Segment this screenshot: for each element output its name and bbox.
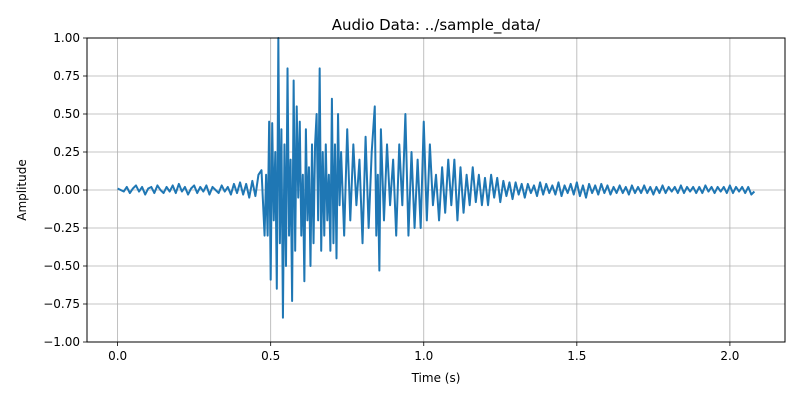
- chart-title: Audio Data: ../sample_data/: [332, 16, 541, 35]
- y-tick-label: 0.00: [53, 183, 80, 197]
- y-tick-label: 0.25: [53, 145, 80, 159]
- y-tick-label: 1.00: [53, 31, 80, 45]
- plot-series: [117, 37, 756, 319]
- x-axis-title: Time (s): [411, 371, 461, 385]
- y-axis-title: Amplitude: [15, 159, 29, 221]
- y-tick-label: 0.50: [53, 107, 80, 121]
- x-tick-label: 1.5: [567, 349, 586, 363]
- x-tick-label: 2.0: [720, 349, 739, 363]
- y-tick-label: −0.75: [43, 297, 80, 311]
- waveform-line-0: [117, 37, 756, 319]
- x-tick-label: 0.5: [261, 349, 280, 363]
- x-tick-label: 1.0: [414, 349, 433, 363]
- y-tick-label: −1.00: [43, 335, 80, 349]
- axis-ticks: 0.0 0.5 1.0 1.5 2.0 −1.00 −0.75 −0.50 −0.25 0.00 0…: [43, 31, 739, 363]
- y-tick-label: −0.25: [43, 221, 80, 235]
- grid-lines: [87, 37, 785, 343]
- y-tick-label: −0.50: [43, 259, 80, 273]
- x-tick-label: 0.0: [108, 349, 127, 363]
- y-tick-label: 0.75: [53, 69, 80, 83]
